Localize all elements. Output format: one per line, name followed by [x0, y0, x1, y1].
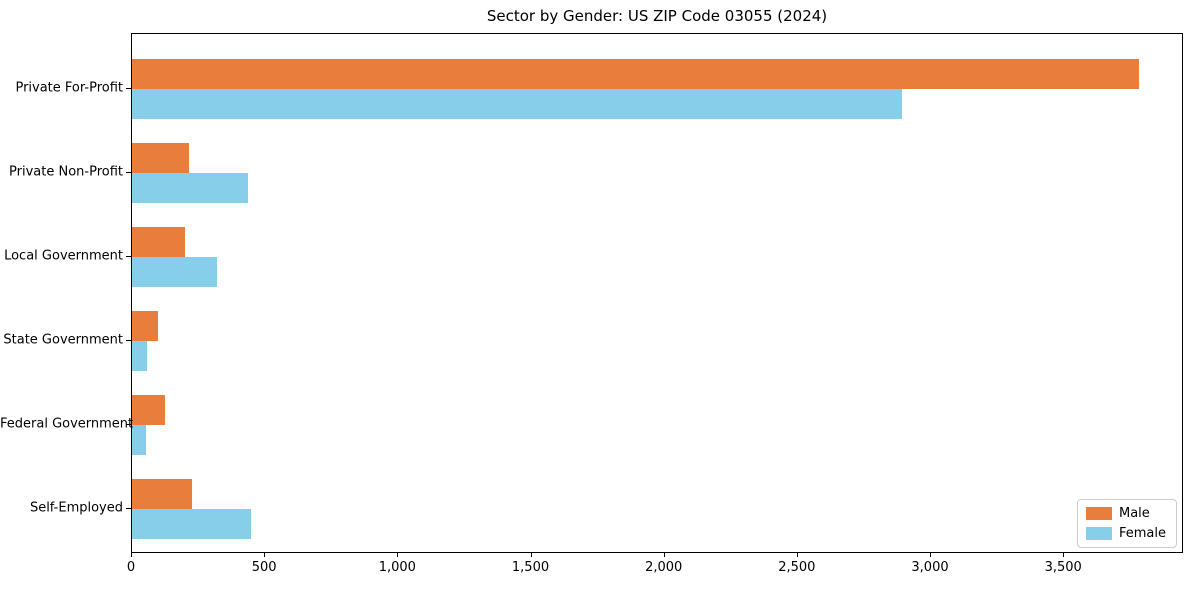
xtick-mark [530, 553, 532, 557]
chart-title: Sector by Gender: US ZIP Code 03055 (202… [486, 7, 828, 25]
xtick-mark [1063, 553, 1065, 557]
bar-male-2 [132, 227, 185, 257]
ytick-label: Local Government [4, 248, 123, 264]
xtick-mark [397, 553, 399, 557]
bar-male-3 [132, 311, 158, 341]
xtick-mark [930, 553, 931, 557]
xtick-label: 1,500 [511, 560, 550, 575]
legend-swatch-female [1085, 527, 1112, 540]
ytick-label: State Government [3, 332, 123, 348]
xtick-label: 3,000 [911, 560, 949, 575]
xtick-label: 2,500 [778, 560, 816, 575]
bar-male-4 [132, 395, 166, 425]
bar-male-1 [132, 143, 189, 173]
ytick-mark [126, 172, 131, 173]
legend-label: Male [1118, 506, 1150, 521]
bar-male-0 [132, 59, 1139, 89]
legend-item-male: Male [1085, 506, 1166, 521]
ytick-label: Federal Government [0, 416, 134, 432]
xtick-mark [663, 553, 665, 557]
xtick-label: 500 [251, 560, 277, 575]
ytick-label: Self-Employed [29, 500, 123, 516]
ytick-mark [126, 424, 131, 425]
xtick-label: 0 [126, 560, 136, 575]
legend-swatch-male [1085, 507, 1112, 520]
xtick-label: 3,500 [1044, 560, 1082, 575]
xtick-label: 2,000 [645, 560, 683, 575]
legend: Male Female [1076, 499, 1177, 548]
xtick-label: 1,000 [378, 560, 416, 575]
xtick-mark [264, 553, 266, 557]
xtick-mark [131, 553, 132, 557]
plot-area: Male Female [131, 33, 1183, 553]
ytick-mark [126, 88, 131, 89]
legend-item-female: Female [1085, 526, 1166, 541]
bar-female-4 [132, 425, 147, 455]
bar-female-1 [132, 173, 249, 203]
legend-label: Female [1118, 526, 1166, 541]
ytick-label: Private Non-Profit [9, 164, 123, 180]
bar-female-0 [132, 89, 902, 119]
bar-female-2 [132, 257, 218, 287]
bar-female-3 [132, 341, 147, 371]
ytick-label: Private For-Profit [15, 80, 123, 96]
ytick-mark [126, 340, 131, 341]
ytick-mark [126, 256, 131, 257]
bar-female-5 [132, 509, 251, 539]
ytick-mark [126, 508, 131, 509]
bar-male-5 [132, 479, 193, 509]
xtick-mark [796, 553, 798, 557]
